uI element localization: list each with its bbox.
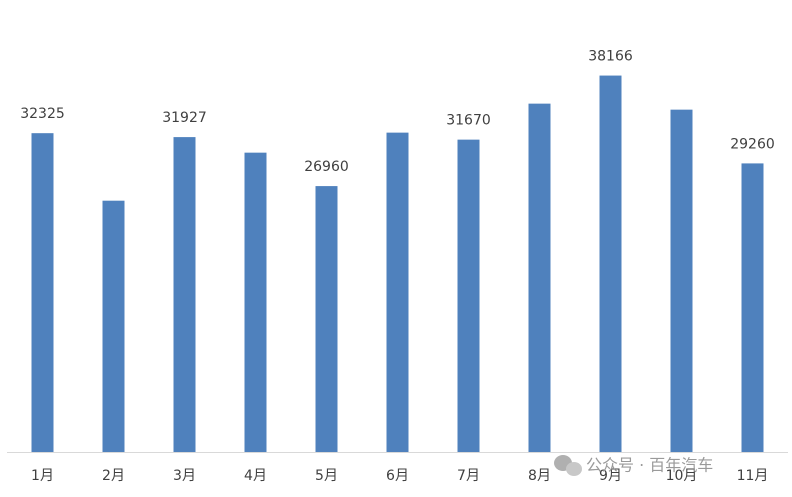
- x-tick-label: 10月: [666, 468, 698, 484]
- bar: [528, 103, 551, 452]
- x-tick-label: 6月: [386, 468, 409, 484]
- bar: [31, 133, 54, 452]
- x-tick-label: 3月: [173, 468, 196, 484]
- bar: [244, 152, 267, 452]
- data-label: 38166: [588, 49, 633, 65]
- bar: [173, 137, 196, 452]
- bar: [102, 200, 125, 452]
- data-label: 29260: [730, 136, 775, 152]
- data-label: 31670: [446, 113, 491, 129]
- watermark-icon: [554, 455, 582, 476]
- data-label: 31927: [162, 110, 207, 126]
- bar: [670, 109, 693, 453]
- data-label: 26960: [304, 159, 349, 175]
- bar: [386, 132, 409, 452]
- x-tick-label: 9月: [599, 468, 622, 484]
- x-tick-label: 2月: [102, 468, 125, 484]
- watermark: 公众号 · 百年汽车: [586, 456, 713, 475]
- x-tick-label: 5月: [315, 468, 338, 484]
- x-tick-label: 1月: [31, 468, 54, 484]
- bar: [741, 163, 764, 453]
- x-tick-label: 7月: [457, 468, 480, 484]
- data-label: 32325: [20, 106, 65, 122]
- x-tick-label: 8月: [528, 468, 551, 484]
- bar: [599, 75, 622, 452]
- bar: [457, 139, 480, 452]
- bar: [315, 186, 338, 453]
- x-tick-label: 11月: [737, 468, 769, 484]
- x-tick-label: 4月: [244, 468, 267, 484]
